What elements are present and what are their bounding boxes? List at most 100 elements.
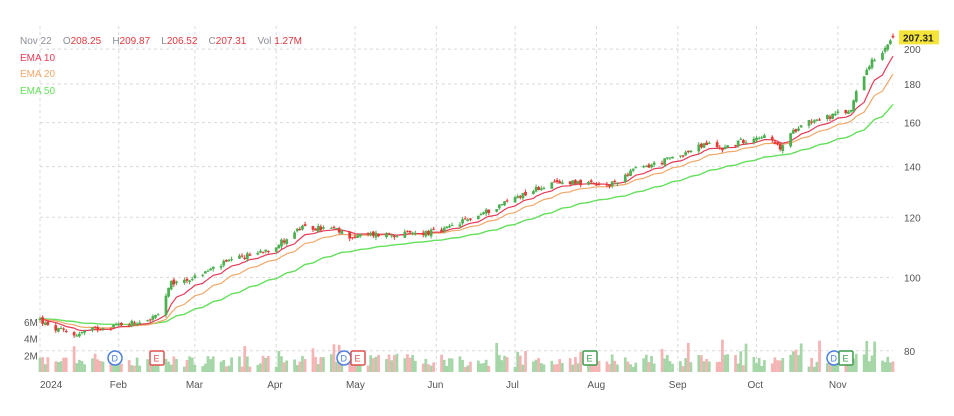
- candle-body: [301, 225, 304, 230]
- volume-bar: [133, 365, 136, 372]
- volume-tick-label: 4M: [24, 335, 38, 346]
- legend-open-value: 208.25: [70, 36, 102, 47]
- legend-date: Nov 22: [20, 36, 52, 47]
- candle-body: [461, 219, 464, 224]
- volume-bar: [739, 351, 743, 372]
- volume-bar: [836, 357, 840, 372]
- volume-bar: [182, 366, 186, 372]
- candle-body: [484, 209, 488, 214]
- candle-body: [755, 137, 758, 141]
- volume-bar: [96, 359, 100, 372]
- candle-body: [285, 239, 289, 244]
- candle-body: [311, 226, 315, 230]
- candle-body: [810, 121, 814, 123]
- candle-body: [337, 228, 341, 233]
- x-tick-label: Nov: [829, 380, 847, 391]
- legend-ema50[interactable]: EMA 50: [20, 85, 56, 97]
- volume-bar: [757, 357, 761, 372]
- volume-bar: [303, 359, 307, 372]
- x-tick-label: Oct: [748, 380, 764, 391]
- volume-bar: [542, 364, 546, 372]
- candle-body: [282, 240, 286, 243]
- x-tick-label: Sep: [669, 380, 687, 391]
- candle-body: [626, 174, 630, 176]
- volume-bar: [148, 363, 152, 372]
- earnings-marker: E: [582, 350, 598, 366]
- volume-bar: [240, 366, 244, 372]
- chart-legend: Nov 22 O208.25 H209.87 L206.52 C207.31 V…: [20, 34, 302, 100]
- volume-tick-label: 2M: [24, 351, 38, 362]
- candle-body: [516, 196, 520, 199]
- volume-bar: [264, 357, 268, 372]
- ema50-line: [39, 103, 894, 326]
- volume-bar: [684, 358, 688, 372]
- candle-body: [353, 236, 357, 238]
- volume-bar: [700, 355, 703, 372]
- candlesticks: [38, 33, 895, 338]
- candle-body: [167, 287, 170, 297]
- earnings-marker-box: [149, 350, 165, 366]
- candle-body: [532, 191, 535, 194]
- volume-bar: [521, 364, 525, 372]
- volume-bar: [440, 354, 443, 372]
- volume-bar: [445, 365, 449, 372]
- candle-body: [466, 219, 470, 222]
- earnings-marker-label: E: [355, 354, 361, 364]
- legend-ema10[interactable]: EMA 10: [20, 52, 56, 64]
- candle-body: [203, 271, 207, 274]
- volume-bar: [608, 364, 611, 372]
- candle-body: [117, 323, 121, 326]
- candle-body: [72, 332, 76, 336]
- candle-body: [224, 260, 228, 262]
- x-tick-label: Mar: [186, 380, 204, 391]
- candle-body: [831, 113, 835, 119]
- legend-ema20[interactable]: EMA 20: [20, 69, 56, 80]
- volume-bar: [377, 355, 380, 372]
- volume-bar: [62, 357, 65, 372]
- candle-body: [75, 335, 79, 337]
- volume-bar: [98, 360, 102, 372]
- candle-body: [421, 232, 425, 235]
- candle-body: [227, 259, 231, 262]
- candle-body: [83, 330, 86, 333]
- volume-bar: [169, 364, 173, 372]
- candle-body: [274, 247, 278, 252]
- volume-bar: [476, 360, 480, 372]
- candle-body: [259, 250, 262, 253]
- candle-body: [524, 191, 527, 196]
- volume-bar: [534, 359, 538, 372]
- candle-body: [773, 141, 777, 144]
- volume-bar: [371, 358, 375, 372]
- volume-bar: [799, 343, 803, 372]
- earnings-marker-box: [582, 350, 598, 366]
- candle-body: [818, 119, 821, 121]
- volume-bar: [560, 362, 564, 372]
- candle-body: [340, 230, 344, 235]
- dividend-marker-label: D: [341, 354, 348, 364]
- candle-body: [479, 214, 483, 216]
- candle-body: [870, 59, 874, 68]
- candle-body: [429, 229, 433, 237]
- volume-bar: [41, 357, 44, 372]
- candle-body: [847, 111, 850, 114]
- volume-bar: [348, 359, 352, 372]
- volume-bar: [319, 357, 323, 372]
- x-tick-label: Jul: [506, 380, 519, 391]
- volume-bar: [539, 363, 543, 372]
- candle-body: [303, 224, 307, 227]
- volume-bar: [702, 361, 706, 372]
- candle-body: [623, 174, 627, 183]
- candle-body: [119, 322, 123, 326]
- candle-body: [413, 233, 417, 235]
- price-tick-label: 100: [904, 273, 921, 284]
- volume-bar: [59, 361, 63, 372]
- candle-body: [38, 318, 42, 321]
- volume-bar: [227, 365, 231, 372]
- candle-body: [356, 235, 359, 238]
- candle-body: [634, 167, 638, 169]
- candle-body: [723, 146, 727, 149]
- volume-bar: [755, 363, 758, 372]
- candle-body: [797, 128, 800, 131]
